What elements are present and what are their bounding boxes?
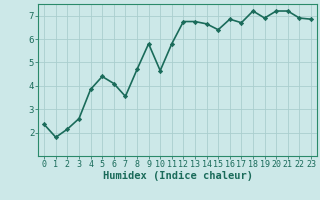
X-axis label: Humidex (Indice chaleur): Humidex (Indice chaleur)	[103, 171, 252, 181]
